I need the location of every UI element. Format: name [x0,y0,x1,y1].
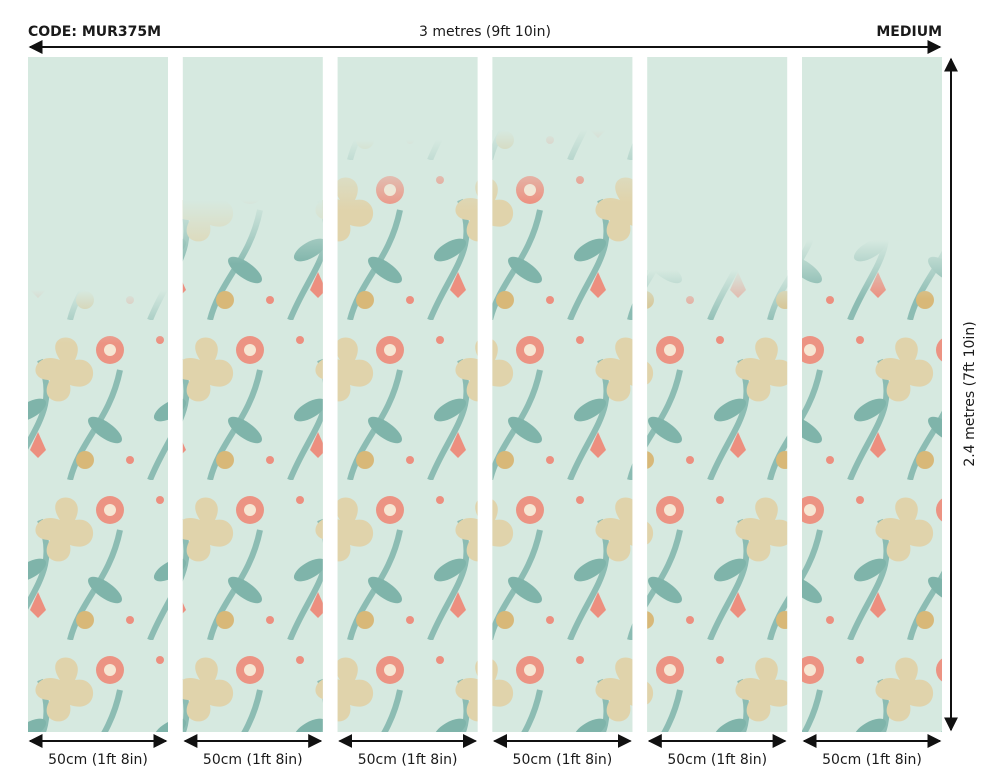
panel-width-label: 50cm (1ft 8in) [667,752,767,768]
panel-fade [182,200,323,732]
panels: 50cm (1ft 8in) 50cm (1ft 8in) 50cm (1ft 8i… [28,57,942,768]
panel-width-label: 50cm (1ft 8in) [358,752,458,768]
height-label: 2.4 metres (7ft 10in) [962,321,978,466]
panel-width-label: 50cm (1ft 8in) [513,752,613,768]
panel-fade [802,240,942,732]
size: MEDIUM [876,24,942,40]
total-width: 3 metres (9ft 10in) [419,24,551,40]
panel-fade [647,270,788,732]
panel-fade [492,130,633,732]
panel-width-label: 50cm (1ft 8in) [203,752,303,768]
panel-fade [337,140,478,732]
panel-width-label: 50cm (1ft 8in) [48,752,148,768]
product-code: CODE: MUR375M [28,24,161,40]
panel-width-label: 50cm (1ft 8in) [822,752,922,768]
panel-fade [28,290,168,732]
